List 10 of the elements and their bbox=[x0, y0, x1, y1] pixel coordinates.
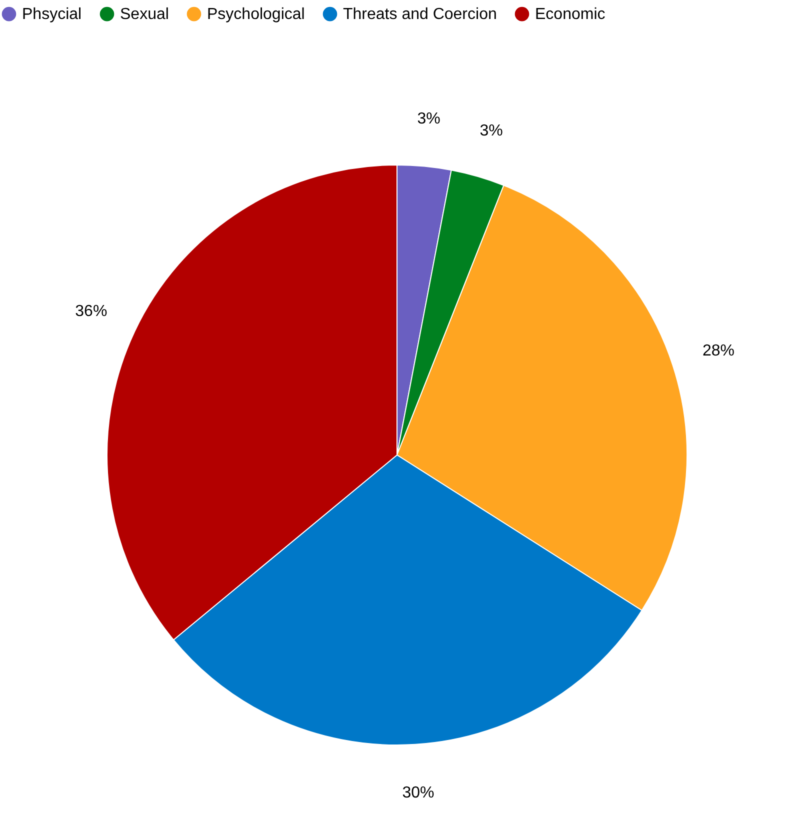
legend-label: Threats and Coercion bbox=[343, 6, 497, 24]
data-label: 36% bbox=[75, 303, 108, 320]
data-label: 28% bbox=[702, 342, 734, 360]
data-label: 3% bbox=[480, 122, 503, 140]
legend-label: Phsycial bbox=[22, 6, 82, 24]
legend-label: Sexual bbox=[120, 6, 169, 24]
data-label: 30% bbox=[402, 784, 434, 802]
legend-label: Psychological bbox=[207, 6, 305, 24]
data-label: 3% bbox=[417, 110, 440, 128]
legend-label: Economic bbox=[535, 6, 606, 24]
